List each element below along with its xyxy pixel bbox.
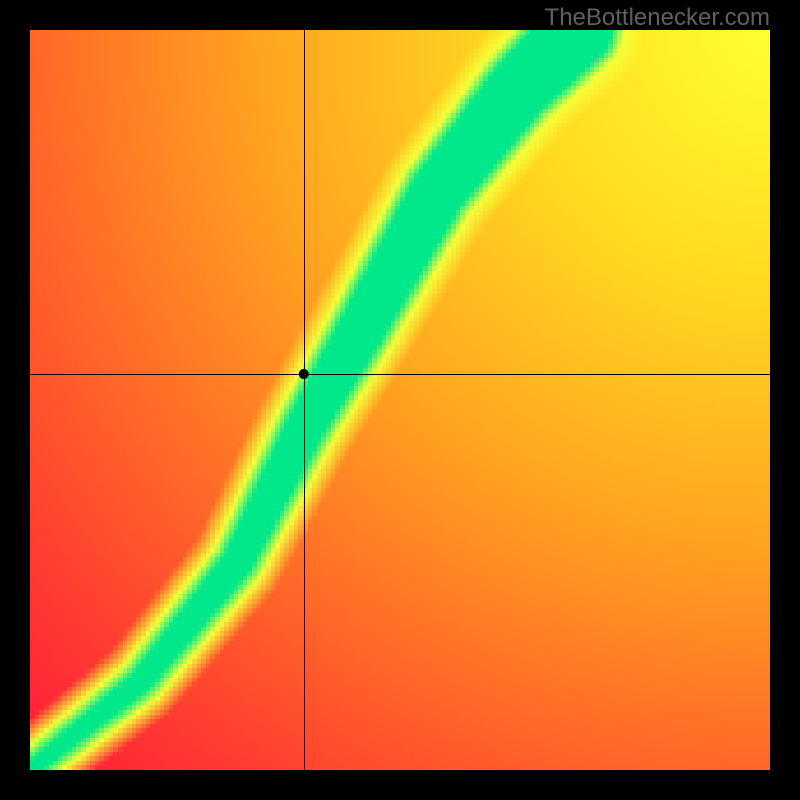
watermark-text: TheBottlenecker.com xyxy=(545,4,770,32)
chart-frame: TheBottlenecker.com xyxy=(0,0,800,800)
bottleneck-heatmap xyxy=(30,30,770,770)
